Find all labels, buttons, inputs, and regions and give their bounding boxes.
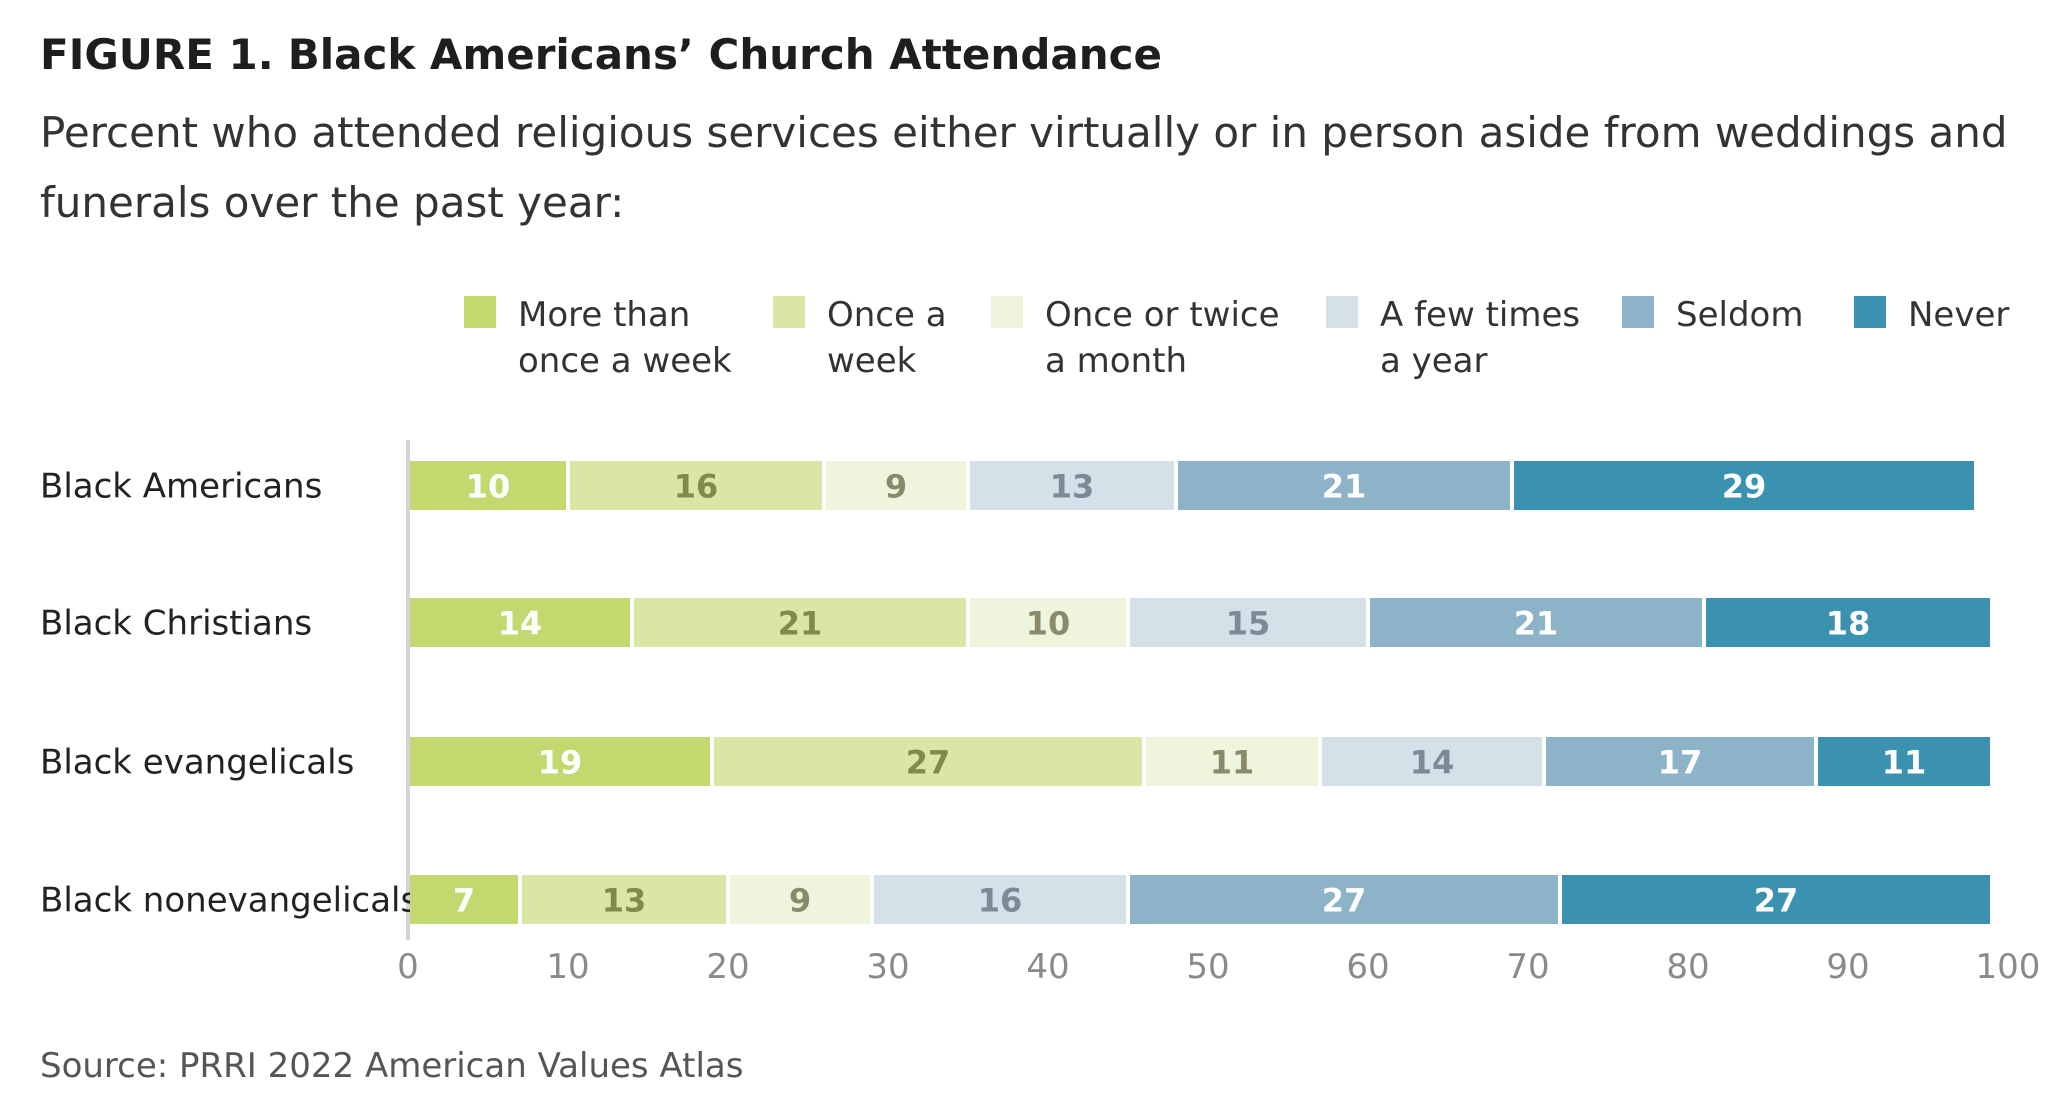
legend-label: Seldom [1676, 295, 1804, 335]
x-tick-label: 90 [1826, 947, 1869, 987]
bar-segment [410, 598, 630, 647]
bar-segment [826, 461, 966, 510]
bar-segment [410, 461, 566, 510]
x-tick-label: 40 [1026, 947, 1069, 987]
legend-label: A few times a year [1380, 295, 1581, 381]
bar-segment [1514, 461, 1974, 510]
legend-swatch [991, 296, 1023, 328]
x-tick-label: 30 [866, 947, 909, 987]
stacked-bar-chart: Black Americans 10 16 9 13 21 29 Black Christia… [40, 440, 2041, 987]
data-label: 27 [1322, 882, 1367, 920]
data-label: 27 [1754, 882, 1799, 920]
figure-title-text: Black Americans’ Church Attendance [287, 30, 1163, 79]
bar-segment [410, 875, 518, 924]
data-label: 9 [789, 882, 811, 920]
bar-segment [522, 875, 726, 924]
category-label: Black evangelicals [40, 743, 354, 783]
data-label: 14 [1410, 744, 1455, 782]
data-label: 13 [1050, 468, 1095, 506]
legend-label: More than once a week [518, 295, 732, 381]
data-label: 17 [1658, 744, 1703, 782]
legend-item: More than once a week [464, 292, 732, 384]
x-tick-label: 0 [397, 947, 419, 987]
bar-segment [874, 875, 1126, 924]
category-label: Black Christians [40, 604, 312, 644]
data-label: 9 [885, 468, 907, 506]
data-label: 13 [602, 882, 647, 920]
figure-title: FIGURE 1. Black Americans’ Church Attenda… [40, 30, 1162, 79]
legend-item: Seldom [1622, 292, 1803, 338]
figure-subtitle: Percent who attended religious services … [40, 108, 2008, 227]
x-tick-label: 70 [1506, 947, 1549, 987]
data-label: 21 [1322, 468, 1367, 506]
legend-item: Once or twice a month [991, 292, 1280, 384]
bar-segment [1130, 598, 1366, 647]
legend-swatch [773, 296, 805, 328]
bar-segment [1706, 598, 1990, 647]
legend-swatch [1326, 296, 1358, 328]
bar-segment [1178, 461, 1510, 510]
x-tick-label: 100 [1976, 947, 2041, 987]
legend-item: Never [1854, 292, 2009, 338]
data-label: 11 [1210, 744, 1255, 782]
data-label: 7 [453, 882, 475, 920]
data-label: 21 [1514, 605, 1559, 643]
x-tick-label: 20 [706, 947, 749, 987]
data-label: 10 [1026, 605, 1071, 643]
source-note: Source: PRRI 2022 American Values Atlas [40, 1046, 744, 1086]
x-tick-label: 10 [546, 947, 589, 987]
bar-segment [1818, 737, 1990, 786]
legend-label: Never [1908, 295, 2010, 335]
bar-segment [730, 875, 870, 924]
legend-item: A few times a year [1326, 292, 1580, 384]
bar-segment [1370, 598, 1702, 647]
legend-swatch [1854, 296, 1886, 328]
legend-label: Once a week [827, 295, 947, 381]
legend-swatch [464, 296, 496, 328]
figure-number: FIGURE 1. [40, 30, 274, 79]
data-label: 14 [498, 605, 543, 643]
category-label: Black nonevangelicals [40, 881, 418, 921]
data-label: 10 [466, 468, 511, 506]
bar-segment [970, 461, 1174, 510]
bar-segment [970, 598, 1126, 647]
data-label: 16 [978, 882, 1023, 920]
x-tick-label: 50 [1186, 947, 1229, 987]
data-label: 15 [1226, 605, 1271, 643]
data-label: 27 [906, 744, 951, 782]
data-label: 18 [1826, 605, 1871, 643]
bar-segment [570, 461, 822, 510]
data-label: 19 [538, 744, 583, 782]
bar-segment [634, 598, 966, 647]
legend-swatch [1622, 296, 1654, 328]
bar-segment [1546, 737, 1814, 786]
legend-label: Once or twice a month [1045, 295, 1280, 381]
bar-segment [1130, 875, 1558, 924]
category-label: Black Americans [40, 467, 322, 507]
x-tick-label: 80 [1666, 947, 1709, 987]
bar-segment [714, 737, 1142, 786]
bar-segment [1322, 737, 1542, 786]
bar-segment [1146, 737, 1318, 786]
bar-segment [1562, 875, 1990, 924]
data-label: 11 [1882, 744, 1927, 782]
data-label: 21 [778, 605, 823, 643]
x-tick-label: 60 [1346, 947, 1389, 987]
legend-item: Once a week [773, 292, 947, 384]
bar-segment [410, 737, 710, 786]
data-label: 29 [1722, 468, 1767, 506]
data-label: 16 [674, 468, 719, 506]
